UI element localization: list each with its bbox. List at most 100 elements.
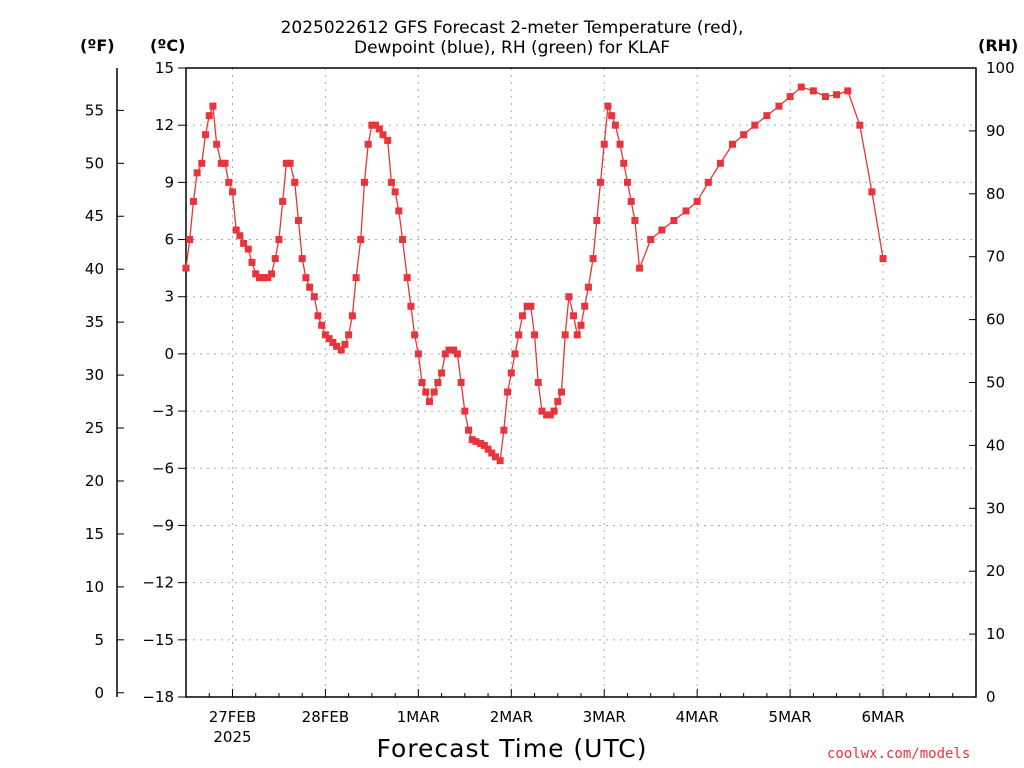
series-marker xyxy=(480,441,488,449)
series-marker xyxy=(797,83,805,91)
celsius-tick-label: −12 xyxy=(142,574,174,592)
series-marker xyxy=(527,302,535,310)
series-marker xyxy=(608,112,616,120)
series-marker xyxy=(422,388,430,396)
series-marker xyxy=(352,274,360,282)
series-marker xyxy=(325,335,333,343)
series-marker xyxy=(333,342,341,350)
celsius-tick-label: −6 xyxy=(152,459,174,477)
series-marker xyxy=(364,140,372,148)
series-marker xyxy=(445,346,453,354)
series-marker xyxy=(496,457,504,465)
series-marker xyxy=(318,321,326,329)
series-marker xyxy=(531,331,539,339)
series-marker xyxy=(565,293,573,301)
series-marker xyxy=(259,274,267,282)
series-marker xyxy=(518,312,526,320)
series-marker xyxy=(751,121,759,129)
series-marker xyxy=(189,197,197,205)
series-marker xyxy=(786,93,794,101)
series-marker xyxy=(600,140,608,148)
series-marker xyxy=(457,379,465,386)
series-marker xyxy=(414,350,422,358)
series-marker xyxy=(647,236,655,244)
rh-tick-label: 50 xyxy=(986,374,1005,392)
x-year-label: 2025 xyxy=(213,728,251,746)
series-marker xyxy=(348,312,356,320)
rh-tick-label: 10 xyxy=(986,625,1005,643)
fahrenheit-tick-label: 35 xyxy=(85,313,104,331)
series-marker xyxy=(740,131,748,139)
series-marker xyxy=(236,232,244,240)
series-marker xyxy=(461,407,469,415)
series-marker xyxy=(379,131,387,139)
series-marker xyxy=(488,449,496,457)
series-marker xyxy=(403,274,411,282)
rh-tick-label: 40 xyxy=(986,436,1005,454)
series-marker xyxy=(360,178,368,186)
celsius-tick-label: −18 xyxy=(142,688,174,706)
series-marker xyxy=(453,350,461,358)
series-marker xyxy=(232,226,240,234)
fahrenheit-tick-label: 10 xyxy=(85,578,104,596)
series-marker xyxy=(202,131,210,139)
celsius-tick-label: 3 xyxy=(164,288,174,306)
fahrenheit-tick-label: 0 xyxy=(94,684,104,702)
series-marker xyxy=(573,331,581,339)
celsius-tick-label: −15 xyxy=(142,631,174,649)
x-tick-label: 3MAR xyxy=(583,708,626,726)
series-marker xyxy=(372,121,380,129)
fahrenheit-tick-label: 20 xyxy=(85,472,104,490)
celsius-tick-label: 15 xyxy=(155,59,174,77)
x-tick-label: 6MAR xyxy=(861,708,904,726)
series-marker xyxy=(523,302,531,310)
rh-tick-label: 60 xyxy=(986,311,1005,329)
series-line xyxy=(185,86,884,462)
fahrenheit-unit-label: (ºF) xyxy=(80,36,115,55)
fahrenheit-tick-label: 30 xyxy=(85,366,104,384)
series-marker xyxy=(209,102,217,110)
series-marker xyxy=(546,411,554,419)
x-tick-label: 27FEB xyxy=(209,708,256,726)
series-marker xyxy=(294,216,302,224)
series-marker xyxy=(616,140,624,148)
series-marker xyxy=(670,216,678,224)
series-marker xyxy=(491,453,499,461)
series-marker xyxy=(584,283,592,291)
fahrenheit-tick-label: 15 xyxy=(85,525,104,543)
series-marker xyxy=(375,125,383,133)
series-marker xyxy=(623,178,631,186)
series-marker xyxy=(833,91,841,99)
series-marker xyxy=(604,102,612,110)
series-marker xyxy=(821,93,829,101)
series-marker xyxy=(271,255,279,263)
series-marker xyxy=(570,312,578,320)
fahrenheit-tick-label: 40 xyxy=(85,260,104,278)
series-marker xyxy=(581,302,589,310)
series-marker xyxy=(658,226,666,234)
rh-tick-label: 70 xyxy=(986,248,1005,266)
series-marker xyxy=(577,321,585,329)
x-tick-label: 5MAR xyxy=(769,708,812,726)
series-marker xyxy=(538,407,546,415)
series-marker xyxy=(504,388,512,396)
series-marker xyxy=(682,207,690,215)
series-marker xyxy=(484,445,492,453)
fahrenheit-tick-label: 25 xyxy=(85,419,104,437)
celsius-unit-label: (ºC) xyxy=(150,36,186,55)
series-marker xyxy=(856,121,864,129)
series-marker xyxy=(627,197,635,205)
series-marker xyxy=(472,438,480,446)
rh-tick-label: 80 xyxy=(986,185,1005,203)
series-marker xyxy=(337,346,345,354)
series-marker xyxy=(554,398,562,406)
rh-tick-label: 100 xyxy=(986,59,1015,77)
series-marker xyxy=(321,331,329,339)
series-marker xyxy=(248,258,256,266)
series-marker xyxy=(193,169,201,177)
celsius-tick-label: −9 xyxy=(152,516,174,534)
series-marker xyxy=(298,255,306,263)
fahrenheit-tick-label: 5 xyxy=(94,631,104,649)
series-marker xyxy=(465,426,473,434)
celsius-tick-label: 9 xyxy=(164,173,174,191)
